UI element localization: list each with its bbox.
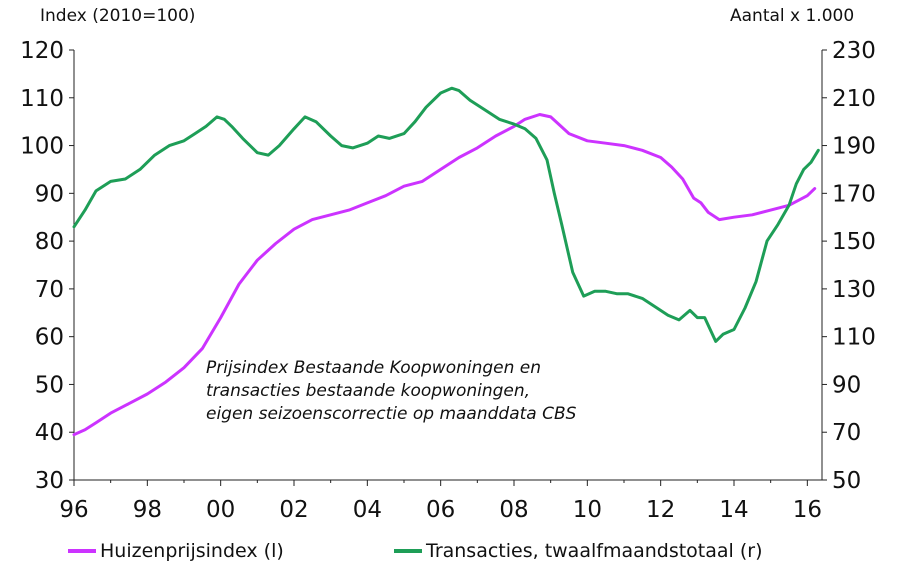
legend-label-transactions: Transacties, twaalfmaandstotaal (r) [426,540,763,562]
x-tick-label: 96 [59,497,88,523]
x-tick-label: 08 [499,497,528,523]
right-axis-title: Aantal x 1.000 [730,6,855,26]
x-tick-label: 16 [793,497,822,523]
x-tick-label: 00 [206,497,235,523]
legend-item-price: Huizenprijsindex (l) [68,540,284,562]
series-lines [72,86,820,437]
left-tick-label: 60 [35,325,64,351]
legend-swatch-transactions [394,549,422,553]
right-tick-label: 90 [832,372,861,398]
right-tick-label: 130 [832,277,876,303]
left-tick-label: 100 [20,134,64,160]
chart-annotation: Prijsindex Bestaande Koopwoningen en tra… [206,357,576,426]
left-tick-label: 50 [35,372,64,398]
x-tick-label: 04 [353,497,382,523]
x-tick-label: 02 [279,497,308,523]
right-tick-label: 150 [832,229,876,255]
x-tick-label: 12 [646,497,675,523]
annotation-line: Prijsindex Bestaande Koopwoningen en [206,358,542,378]
annotation-line: eigen seizoenscorrectie op maanddata CBS [206,404,577,424]
axes [69,49,827,486]
legend-item-transactions: Transacties, twaalfmaandstotaal (r) [394,540,763,562]
right-tick-label: 190 [832,134,876,160]
series-line-price [72,113,817,437]
annotation-line: transacties bestaande koopwoningen, [206,381,531,401]
left-tick-label: 30 [35,468,64,494]
right-tick-label: 230 [832,38,876,64]
x-tick-label: 98 [133,497,162,523]
x-tick-label: 10 [573,497,602,523]
left-tick-label: 90 [35,181,64,207]
x-tick-labels: 96 98 00 02 04 06 08 10 12 14 16 [59,497,822,523]
right-tick-label: 70 [832,420,861,446]
right-tick-label: 50 [832,468,861,494]
right-tick-label: 170 [832,181,876,207]
left-tick-label: 120 [20,38,64,64]
left-tick-label: 110 [20,86,64,112]
left-tick-labels: 30 40 50 60 70 80 90 100 110 120 [20,38,64,494]
series-line-transactions [72,86,820,343]
x-tick-label: 14 [719,497,748,523]
left-tick-label: 80 [35,229,64,255]
right-tick-label: 110 [832,325,876,351]
left-tick-label: 40 [35,420,64,446]
right-tick-label: 210 [832,86,876,112]
left-tick-label: 70 [35,277,64,303]
left-axis-title: Index (2010=100) [40,6,196,26]
x-tick-label: 06 [426,497,455,523]
legend-label-price: Huizenprijsindex (l) [100,540,284,562]
legend-swatch-price [68,549,96,553]
right-tick-labels: 50 70 90 110 130 150 170 190 210 230 [832,38,876,494]
